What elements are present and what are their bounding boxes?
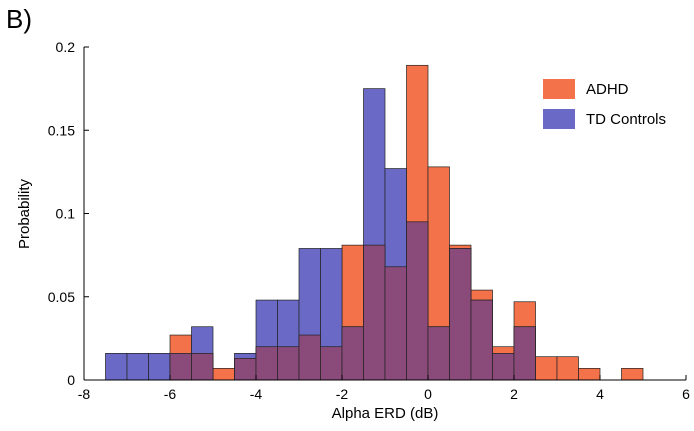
overlap-bar-0 xyxy=(169,353,192,381)
adhd-bar-19 xyxy=(578,367,601,381)
overlap-bar-5 xyxy=(277,346,300,381)
x-tick-label: 2 xyxy=(510,386,518,402)
overlap-bar-10 xyxy=(384,266,407,381)
y-tick-label: 0.1 xyxy=(56,206,76,222)
ticks-layer: -8 -6 -4 -2 0 2 4 6 0 0.05 0.1 0.15 0.2 xyxy=(48,39,690,402)
overlap-bar-3 xyxy=(234,358,257,381)
td-controls-bar-1 xyxy=(126,353,149,381)
overlap-bar-8 xyxy=(341,326,364,381)
overlap-bar-16 xyxy=(513,326,536,381)
x-tick-label: -6 xyxy=(164,386,177,402)
panel-label: B) xyxy=(6,4,32,34)
overlap-bar-4 xyxy=(255,346,278,381)
x-tick-label: -4 xyxy=(250,386,263,402)
overlap-bar-6 xyxy=(298,334,321,381)
y-tick-label: 0.2 xyxy=(56,39,76,55)
legend-swatch xyxy=(543,79,575,99)
x-tick-label: 4 xyxy=(596,386,604,402)
legend: ADHD TD Controls xyxy=(543,79,666,129)
x-tick-label: 0 xyxy=(424,386,432,402)
y-tick-label: 0 xyxy=(67,372,75,388)
x-tick-label: -8 xyxy=(78,386,91,402)
y-tick-label: 0.15 xyxy=(48,122,75,138)
y-axis-label: Probability xyxy=(16,178,33,249)
overlap-bar-11 xyxy=(406,221,429,381)
legend-swatch xyxy=(543,109,575,129)
x-tick-label: -2 xyxy=(336,386,349,402)
overlap-bar-13 xyxy=(449,248,472,381)
adhd-bar-2 xyxy=(212,367,235,381)
y-tick-label: 0.05 xyxy=(48,289,75,305)
overlap-bar-9 xyxy=(363,244,386,381)
x-tick-label: 6 xyxy=(682,386,690,402)
bars-layer xyxy=(105,64,644,381)
overlap-bar-12 xyxy=(427,326,450,381)
legend-label: TD Controls xyxy=(586,111,666,128)
adhd-bar-17 xyxy=(535,356,558,381)
adhd-bar-18 xyxy=(556,356,579,381)
td-controls-bar-2 xyxy=(148,353,171,381)
adhd-bar-20 xyxy=(621,367,644,381)
overlap-bar-1 xyxy=(191,353,214,381)
x-axis-label: Alpha ERD (dB) xyxy=(332,405,439,422)
overlap-bar-14 xyxy=(470,299,493,381)
overlap-bar-15 xyxy=(492,353,515,381)
td-controls-bar-0 xyxy=(105,353,128,381)
overlap-bar-7 xyxy=(320,346,343,381)
legend-label: ADHD xyxy=(586,81,629,98)
